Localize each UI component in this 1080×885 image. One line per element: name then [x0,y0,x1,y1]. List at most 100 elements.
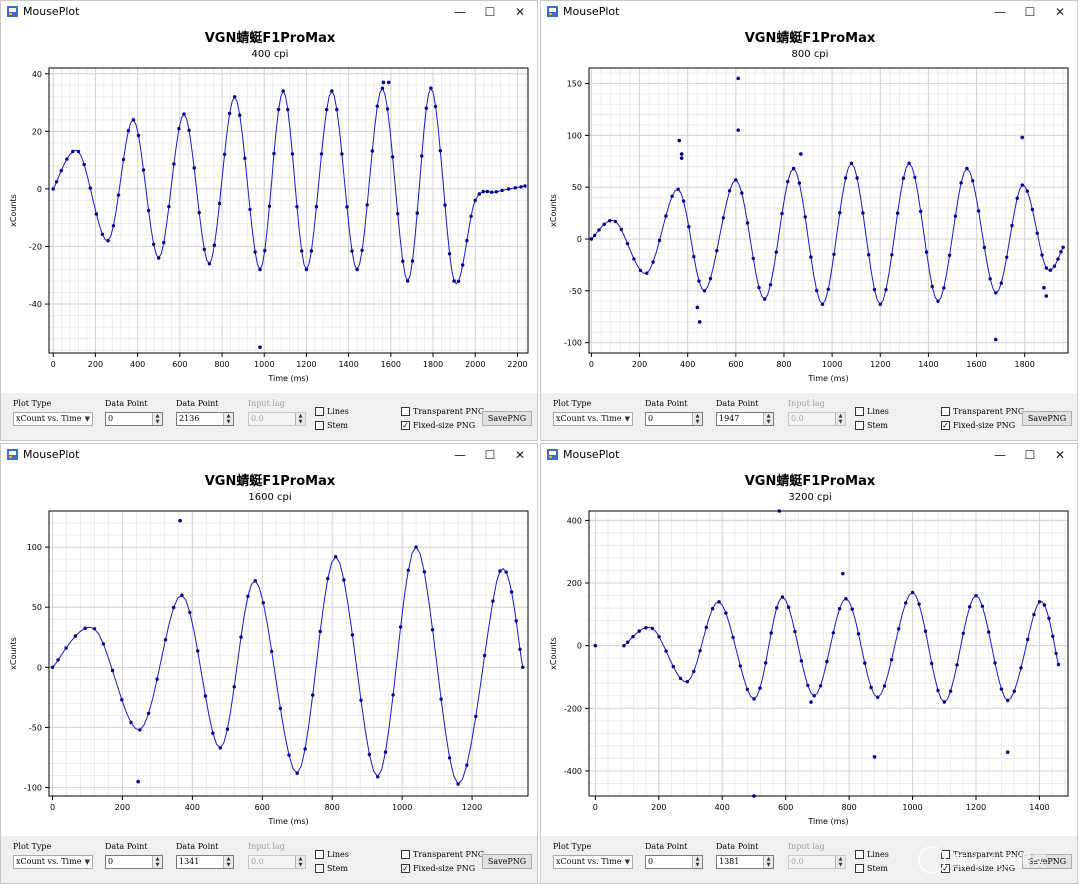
stem-checkbox[interactable] [855,421,864,430]
start-spinner[interactable]: 0 ▲ ▼ [645,412,703,426]
lines-checkbox[interactable] [855,407,864,416]
minimize-icon[interactable]: — [994,5,1006,19]
data-point [745,221,750,225]
data-point [157,256,161,260]
title-bar[interactable]: MousePlot — ☐ ✕ [541,1,1077,23]
series-line [591,162,1064,306]
fixed-size-png-checkbox[interactable]: ✓ [401,864,410,873]
save-png-button[interactable]: SavePNG [1022,411,1072,426]
data-point [272,151,276,156]
plot-type-select[interactable]: xCount vs. Time ▼ [553,412,633,426]
fixed-size-png-label: Fixed-size PNG [413,864,476,873]
data-point [430,628,435,632]
start-value: 0 [108,414,114,423]
x-axis-label: Time (ms) [807,374,848,383]
data-point [988,277,992,281]
spinner-arrows-icon[interactable]: ▲ ▼ [223,856,233,868]
data-point [261,601,265,605]
outlier-point [1020,135,1025,140]
data-point [913,175,917,180]
maximize-icon[interactable]: ☐ [1024,448,1036,462]
data-point [401,259,405,263]
transparent-png-checkbox[interactable] [401,850,410,859]
data-point [59,168,63,173]
data-point [295,771,299,775]
end-spinner[interactable]: 1947 ▲ ▼ [716,412,774,426]
spinner-arrows-icon[interactable]: ▲ ▼ [152,856,162,868]
lag-spinner: 0.0 ▲ ▼ [248,855,306,869]
data-point [212,243,217,247]
plot-area[interactable]: VGN蜻蜓F1ProMax 400 cpi 0 200 400 600 800 1000 120… [1,23,537,393]
x-tick-label: 2200 [507,360,527,369]
save-png-button[interactable]: SavePNG [482,411,532,426]
transparent-png-checkbox[interactable] [401,407,410,416]
fixed-size-png-checkbox[interactable]: ✓ [401,421,410,430]
data-point [809,255,813,259]
data-point [146,208,151,213]
title-bar[interactable]: MousePlot — ☐ ✕ [1,444,537,466]
end-spinner[interactable]: 1341 ▲ ▼ [176,855,234,869]
spinner-arrows-icon[interactable]: ▲ ▼ [692,413,702,425]
lines-checkbox[interactable] [855,850,864,859]
data-point [83,626,87,630]
data-point [106,239,110,243]
data-point [330,89,334,93]
data-point [738,664,742,668]
maximize-icon[interactable]: ☐ [1024,5,1036,19]
lines-checkbox[interactable] [315,850,324,859]
close-icon[interactable]: ✕ [514,448,526,462]
start-spinner[interactable]: 0 ▲ ▼ [105,412,163,426]
x-tick-label: 600 [172,360,187,369]
close-icon[interactable]: ✕ [1054,448,1066,462]
data-point [410,259,415,263]
app-icon [7,449,18,460]
stem-checkbox[interactable] [315,421,324,430]
data-point [815,288,819,293]
close-icon[interactable]: ✕ [1054,5,1066,19]
plot-type-select[interactable]: xCount vs. Time ▼ [13,412,93,426]
minimize-icon[interactable]: — [454,5,466,19]
plot-area[interactable]: VGN蜻蜓F1ProMax 800 cpi 0 200 400 600 800 1000 120… [541,23,1077,393]
close-icon[interactable]: ✕ [514,5,526,19]
spinner-arrows-icon[interactable]: ▲ ▼ [763,413,773,425]
data-point [100,232,105,236]
start-spinner[interactable]: 0 ▲ ▼ [105,855,163,869]
stem-checkbox[interactable] [855,864,864,873]
plot-area[interactable]: VGN蜻蜓F1ProMax 3200 cpi 0 200 400 600 800 1000 12… [541,466,1077,836]
plot-type-select[interactable]: xCount vs. Time ▼ [553,855,633,869]
maximize-icon[interactable]: ☐ [484,5,496,19]
save-png-button[interactable]: SavePNG [1022,854,1072,869]
data-point [861,211,865,215]
maximize-icon[interactable]: ☐ [484,448,496,462]
spinner-arrows-icon[interactable]: ▲ ▼ [223,413,233,425]
transparent-png-checkbox[interactable] [941,407,950,416]
spinner-arrows-icon[interactable]: ▲ ▼ [152,413,162,425]
minimize-icon[interactable]: — [454,448,466,462]
spinner-arrows-icon[interactable]: ▲ ▼ [763,856,773,868]
transparent-png-label: Transparent PNG [413,407,485,416]
fixed-size-png-checkbox[interactable]: ✓ [941,421,950,430]
data-point [116,193,121,197]
data-point [731,635,735,640]
data-point [676,187,680,191]
end-spinner[interactable]: 2136 ▲ ▼ [176,412,234,426]
plot-area[interactable]: VGN蜻蜓F1ProMax 1600 cpi 0 200 400 600 800 1000 12… [1,466,537,836]
plot-frame [48,67,529,354]
title-bar[interactable]: MousePlot — ☐ ✕ [1,1,537,23]
data-point [876,695,880,699]
stem-label: Stem [867,864,889,873]
plot-type-select[interactable]: xCount vs. Time ▼ [13,855,93,869]
end-spinner[interactable]: 1381 ▲ ▼ [716,855,774,869]
data-point [717,600,721,604]
start-spinner[interactable]: 0 ▲ ▼ [645,855,703,869]
minimize-icon[interactable]: — [994,448,1006,462]
save-png-button[interactable]: SavePNG [482,854,532,869]
stem-checkbox[interactable] [315,864,324,873]
data-point [774,250,778,254]
spinner-arrows-icon[interactable]: ▲ ▼ [692,856,702,868]
outlier-point [799,152,803,156]
title-bar[interactable]: MousePlot — ☐ ✕ [541,444,1077,466]
lines-checkbox[interactable] [315,407,324,416]
x-tick-label: 600 [728,360,743,369]
plot-type-label: Plot Type [553,842,592,851]
